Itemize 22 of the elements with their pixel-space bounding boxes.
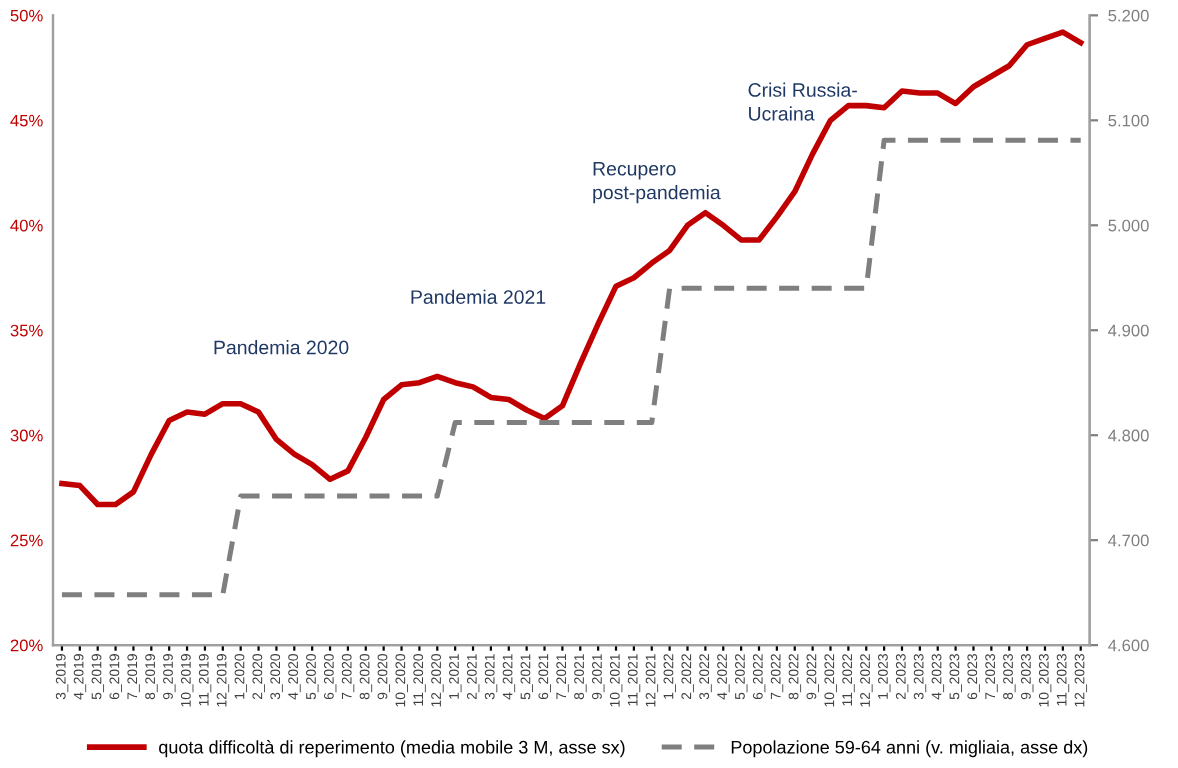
legend-label: Popolazione 59-64 anni (v. migliaia, asse dx) — [731, 740, 1088, 758]
y-tick-label: 25% — [10, 534, 43, 547]
annotation: Pandemia 2020 — [214, 340, 349, 355]
y2-tick-label: 5.200 — [1108, 9, 1149, 22]
y2-tick-label: 5.100 — [1108, 114, 1149, 127]
y2-tick-label: 4.600 — [1108, 639, 1149, 652]
y2-tick-label: 5.000 — [1108, 219, 1149, 232]
annotation: Recupero post-pandemia — [593, 162, 721, 204]
y-tick-label: 45% — [10, 114, 43, 127]
y-tick-label: 50% — [10, 9, 43, 22]
legend-label: quota difficoltà di reperimento (media mobile 3 M, asse sx) — [159, 740, 625, 758]
annotation: Pandemia 2021 — [411, 289, 546, 304]
y2-tick-label: 4.700 — [1108, 534, 1149, 547]
line-series — [59, 137, 1084, 598]
y-tick-label: 30% — [10, 429, 43, 442]
annotation: Crisi Russia- Ucraina — [748, 82, 857, 121]
y2-tick-label: 4.800 — [1108, 429, 1149, 442]
line-series — [59, 29, 1084, 508]
y-tick-label: 20% — [10, 639, 43, 652]
y-tick-label: 35% — [10, 324, 43, 337]
y2-tick-label: 4.900 — [1108, 324, 1149, 337]
y-tick-label: 40% — [10, 219, 43, 232]
